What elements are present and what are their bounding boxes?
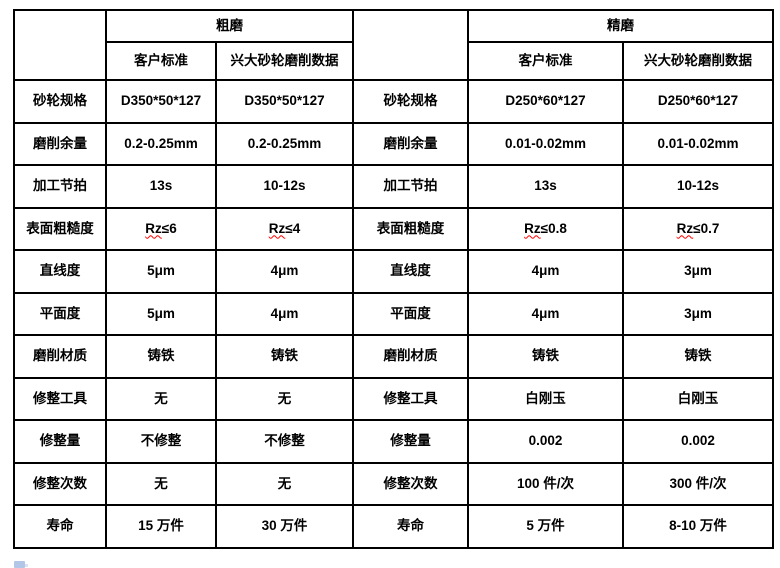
value-cell: 4μm: [215, 249, 354, 294]
value-cell: 无: [215, 376, 354, 421]
fine-grinding-group-header: 精磨: [467, 9, 774, 43]
value-cell: 13s: [105, 164, 217, 209]
value-cell: Rz≤6: [105, 206, 217, 251]
value-cell: 4μm: [467, 249, 624, 294]
table-row: 直线度 5μm 4μm 直线度 4μm 3μm: [13, 249, 774, 294]
fine-customer-standard-header: 客户标准: [467, 41, 624, 81]
row-label-cell: 磨削材质: [352, 334, 469, 379]
value-cell: D250*60*127: [467, 79, 624, 124]
row-label-cell: 寿命: [352, 504, 469, 549]
value-cell: 0.2-0.25mm: [215, 121, 354, 166]
table-row: 表面粗糙度 Rz≤6 Rz≤4 表面粗糙度 Rz≤0.8 Rz≤0.7: [13, 206, 774, 251]
table-row: 修整次数无无修整次数 100 件/次 300 件/次: [13, 461, 774, 506]
table-row: 磨削余量 0.2-0.25mm 0.2-0.25mm 磨削余量 0.01-0.02mm 0…: [13, 121, 774, 166]
value-cell: 0.01-0.02mm: [622, 121, 774, 166]
row-label-cell: 平面度: [13, 291, 107, 336]
spellcheck-flagged-text: Rz: [524, 220, 541, 236]
row-label-cell: 修整次数: [352, 461, 469, 506]
value-cell: 30 万件: [215, 504, 354, 549]
table-row: 平面度 5μm 4μm 平面度 4μm 3μm: [13, 291, 774, 336]
row-label-cell: 表面粗糙度: [352, 206, 469, 251]
paste-options-icon[interactable]: [14, 561, 28, 568]
value-cell: 3μm: [622, 291, 774, 336]
value-cell: D350*50*127: [105, 79, 217, 124]
row-label-cell: 修整量: [352, 419, 469, 464]
row-label-cell: 磨削余量: [352, 121, 469, 166]
value-cell: 0.2-0.25mm: [105, 121, 217, 166]
table-body: 砂轮规格 D350*50*127 D350*50*127 砂轮规格 D250*60*12…: [13, 79, 774, 549]
value-cell: 15 万件: [105, 504, 217, 549]
row-label-cell: 修整工具: [352, 376, 469, 421]
value-cell: 4μm: [215, 291, 354, 336]
row-label-cell: 修整工具: [13, 376, 107, 421]
spellcheck-flagged-text: Rz: [676, 220, 694, 236]
row-label-cell: 砂轮规格: [13, 79, 107, 124]
value-cell: 无: [215, 461, 354, 506]
value-cell: Rz≤0.7: [622, 206, 774, 251]
value-cell: 不修整: [105, 419, 217, 464]
row-label-cell: 平面度: [352, 291, 469, 336]
row-label-cell: 直线度: [352, 249, 469, 294]
value-cell: 10-12s: [622, 164, 774, 209]
value-cell: D350*50*127: [215, 79, 354, 124]
row-label-cell: 直线度: [13, 249, 107, 294]
value-cell: 300 件/次: [622, 461, 774, 506]
table-row: 加工节拍 13s 10-12s 加工节拍 13s 10-12s: [13, 164, 774, 209]
corner-cell-left: [13, 9, 107, 81]
row-label-cell: 磨削余量: [13, 121, 107, 166]
value-cell: 5μm: [105, 291, 217, 336]
rough-customer-standard-header: 客户标准: [105, 41, 217, 81]
value-cell: 铸铁: [105, 334, 217, 379]
value-cell: 无: [105, 461, 217, 506]
row-label-cell: 磨削材质: [13, 334, 107, 379]
rough-xingda-data-header: 兴大砂轮磨削数据: [215, 41, 354, 81]
table-row: 修整工具无无修整工具 白刚玉 白刚玉: [13, 376, 774, 421]
value-cell: 8-10 万件: [622, 504, 774, 549]
value-cell: 5 万件: [467, 504, 624, 549]
value-cell: 白刚玉: [467, 376, 624, 421]
value-cell: 0.002: [467, 419, 624, 464]
value-cell: Rz≤4: [215, 206, 354, 251]
value-cell: D250*60*127: [622, 79, 774, 124]
value-cell: 13s: [467, 164, 624, 209]
spellcheck-flagged-text: Rz: [268, 220, 286, 236]
group-header-row: 粗磨 精磨: [13, 9, 774, 81]
value-cell: 铸铁: [215, 334, 354, 379]
row-label-cell: 表面粗糙度: [13, 206, 107, 251]
corner-cell-middle: [352, 9, 469, 81]
value-cell: 不修整: [215, 419, 354, 464]
value-cell: 铸铁: [622, 334, 774, 379]
grinding-comparison-table: 粗磨 精磨 客户标准 兴大砂轮磨削数据 客户标准 兴大砂轮磨削数据 砂轮规格 D3…: [13, 9, 774, 549]
value-cell: Rz≤0.8: [467, 206, 624, 251]
value-cell: 白刚玉: [622, 376, 774, 421]
value-cell: 0.002: [622, 419, 774, 464]
row-label-cell: 加工节拍: [352, 164, 469, 209]
row-label-cell: 修整量: [13, 419, 107, 464]
value-cell: 5μm: [105, 249, 217, 294]
row-label-cell: 修整次数: [13, 461, 107, 506]
table-row: 修整量 不修整 不修整 修整量 0.002 0.002: [13, 419, 774, 464]
value-cell: 100 件/次: [467, 461, 624, 506]
subheader-row: 客户标准 兴大砂轮磨削数据 客户标准 兴大砂轮磨削数据: [14, 41, 774, 81]
table-row: 磨削材质 铸铁 铸铁 磨削材质 铸铁 铸铁: [13, 334, 774, 379]
value-cell: 0.01-0.02mm: [467, 121, 624, 166]
fine-xingda-data-header: 兴大砂轮磨削数据: [622, 41, 774, 81]
row-label-cell: 砂轮规格: [352, 79, 469, 124]
value-cell: 无: [105, 376, 217, 421]
table-row: 砂轮规格 D350*50*127 D350*50*127 砂轮规格 D250*60*12…: [13, 79, 774, 124]
value-cell: 3μm: [622, 249, 774, 294]
value-cell: 10-12s: [215, 164, 354, 209]
rough-grinding-group-header: 粗磨: [105, 9, 354, 43]
row-label-cell: 寿命: [13, 504, 107, 549]
value-cell: 4μm: [467, 291, 624, 336]
table-row: 寿命 15 万件 30 万件 寿命 5 万件 8-10 万件: [13, 504, 774, 549]
row-label-cell: 加工节拍: [13, 164, 107, 209]
value-cell: 铸铁: [467, 334, 624, 379]
spellcheck-flagged-text: Rz: [145, 220, 162, 236]
